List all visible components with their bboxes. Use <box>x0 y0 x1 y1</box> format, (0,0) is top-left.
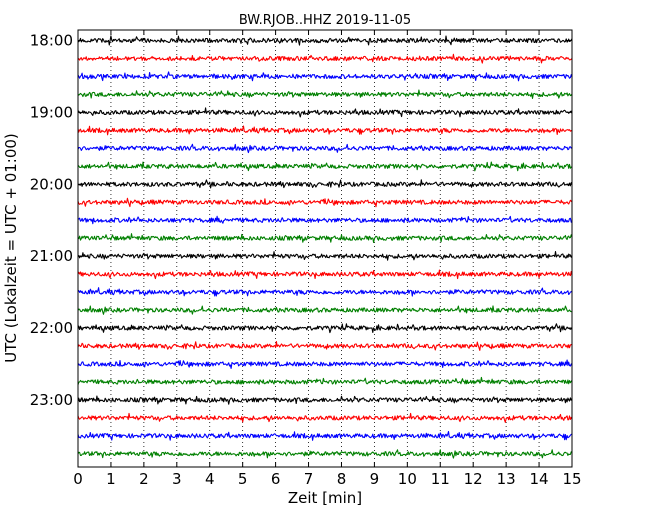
y-tick-label-2: 20:00 <box>30 175 73 193</box>
trace-line-2145 <box>77 305 573 315</box>
x-tick-label-4: 4 <box>205 470 215 488</box>
trace-line-1815 <box>77 53 573 64</box>
trace-line-1845 <box>77 89 573 99</box>
trace-line-2015 <box>77 197 573 208</box>
x-tick-label-2: 2 <box>139 470 149 488</box>
trace-line-1930 <box>77 143 573 154</box>
x-tick-label-14: 14 <box>530 470 549 488</box>
x-axis-label: Zeit [min] <box>288 489 362 507</box>
x-tick-label-5: 5 <box>238 470 248 488</box>
trace-line-2000 <box>77 179 573 189</box>
x-tick-label-9: 9 <box>370 470 380 488</box>
trace-line-2045 <box>77 233 573 244</box>
x-tick-label-7: 7 <box>304 470 314 488</box>
trace-line-2130 <box>77 287 573 297</box>
grid-lines <box>110 30 540 467</box>
y-axis-ticks: 18:00 19:00 20:00 21:00 22:00 23:00 <box>30 32 572 409</box>
x-tick-label-3: 3 <box>172 470 182 488</box>
trace-line-2200 <box>77 323 573 334</box>
x-tick-label-8: 8 <box>337 470 347 488</box>
trace-line-2100 <box>77 251 573 261</box>
trace-line-2030 <box>77 215 573 225</box>
trace-line-1915 <box>77 125 573 136</box>
y-axis-label: UTC (Lokalzeit = UTC + 01:00) <box>2 133 20 363</box>
y-tick-label-1: 19:00 <box>30 103 73 121</box>
x-axis-ticks: 0 1 2 3 4 5 6 7 8 9 10 11 12 13 14 15 <box>73 30 582 488</box>
x-tick-label-11: 11 <box>431 470 450 488</box>
plot-frame <box>77 29 573 468</box>
y-tick-label-5: 23:00 <box>30 391 73 409</box>
trace-line-2115 <box>77 269 573 280</box>
trace-line-1800 <box>77 35 573 46</box>
x-tick-label-6: 6 <box>271 470 281 488</box>
trace-line-2315 <box>77 412 573 423</box>
trace-line-2300 <box>77 395 573 405</box>
x-tick-label-12: 12 <box>464 470 483 488</box>
trace-lines <box>77 35 573 459</box>
trace-line-1830 <box>77 71 573 82</box>
trace-line-2330 <box>77 430 573 441</box>
y-tick-label-4: 22:00 <box>30 319 73 337</box>
x-tick-label-13: 13 <box>497 470 516 488</box>
x-tick-label-1: 1 <box>106 470 116 488</box>
x-tick-label-0: 0 <box>73 470 83 488</box>
chart-title: BW.RJOB..HHZ 2019-11-05 <box>239 13 411 28</box>
trace-line-1900 <box>77 107 573 118</box>
x-tick-label-10: 10 <box>398 470 417 488</box>
trace-line-2230 <box>77 359 573 369</box>
trace-line-2345 <box>77 449 573 459</box>
trace-line-2215 <box>77 341 573 351</box>
trace-line-1945 <box>77 161 573 172</box>
trace-line-2245 <box>77 376 573 386</box>
y-tick-label-0: 18:00 <box>30 32 73 50</box>
y-tick-label-3: 21:00 <box>30 247 73 265</box>
x-tick-label-15: 15 <box>562 470 581 488</box>
